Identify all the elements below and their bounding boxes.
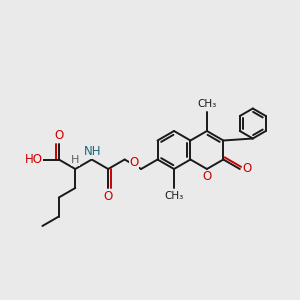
Text: O: O xyxy=(202,170,212,184)
Text: NH: NH xyxy=(84,145,101,158)
Text: CH₃: CH₃ xyxy=(164,191,184,201)
Text: O: O xyxy=(103,190,113,202)
Text: O: O xyxy=(54,129,63,142)
Text: O: O xyxy=(242,163,251,176)
Text: O: O xyxy=(130,157,139,169)
Text: H: H xyxy=(71,155,80,165)
Text: HO: HO xyxy=(25,153,43,166)
Text: CH₃: CH₃ xyxy=(197,99,217,109)
